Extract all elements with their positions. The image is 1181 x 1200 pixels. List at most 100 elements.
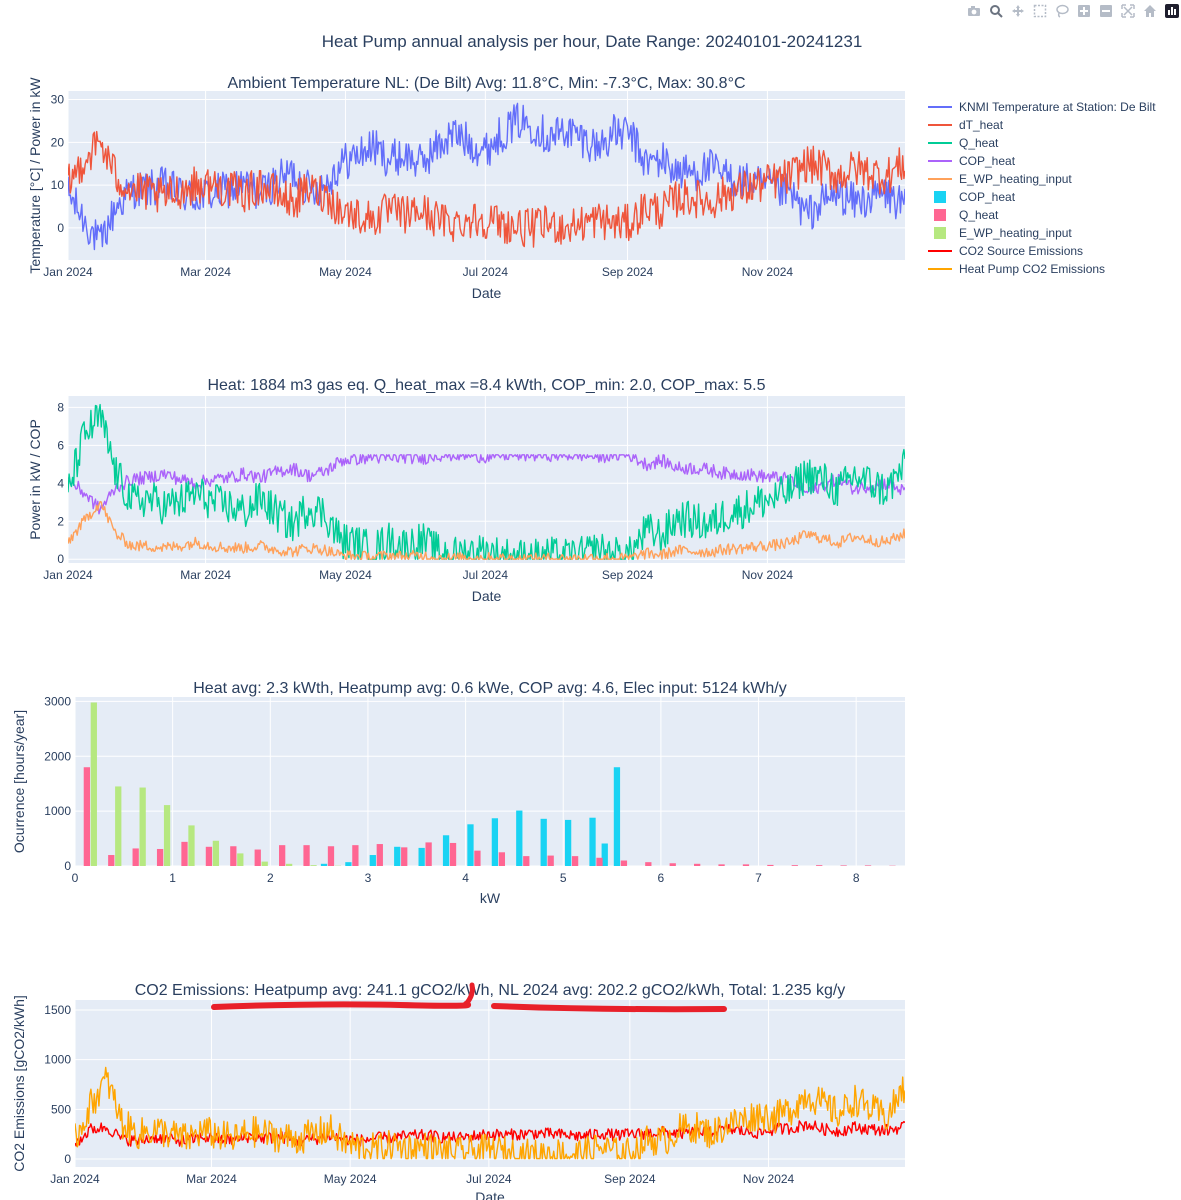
series-line-dt-heat <box>68 130 905 248</box>
bar-q-heat <box>327 846 335 866</box>
bar-cop-heat <box>589 817 596 866</box>
legend-item[interactable]: Q_heat <box>928 136 999 150</box>
plotly-logo-icon[interactable] <box>1163 2 1181 20</box>
legend-item[interactable]: COP_heat <box>934 190 1016 204</box>
bar-q-heat <box>523 856 530 866</box>
legend-item[interactable]: CO2 Source Emissions <box>928 244 1083 258</box>
bar-q-heat <box>401 847 408 866</box>
chart-panel-3: 0 1000 2000 3000 0 1 2 3 4 5 6 7 8 Heat avg: 2.3 kWth… <box>11 680 905 906</box>
bar-e-wp-heating-input <box>237 853 244 866</box>
bar-q-heat <box>449 842 457 866</box>
camera-icon[interactable] <box>965 2 983 20</box>
zoom-in-icon[interactable] <box>1075 2 1093 20</box>
x-tick-label: Sep 2024 <box>602 568 654 582</box>
legend-item[interactable]: E_WP_heating_input <box>934 226 1072 240</box>
bar-cop-heat <box>564 819 572 866</box>
bar-q-heat <box>498 852 505 866</box>
legend-item[interactable]: E_WP_heating_input <box>928 172 1072 186</box>
legend-item[interactable]: KNMI Temperature at Station: De Bilt <box>928 100 1156 114</box>
legend-label: Q_heat <box>959 136 999 150</box>
bar-cop-heat <box>345 862 352 866</box>
y-tick-label: 4 <box>57 476 64 490</box>
bar-cop-heat <box>394 846 401 866</box>
bar-q-heat <box>205 846 213 866</box>
legend-item[interactable]: dT_heat <box>928 118 1004 132</box>
x-tick-label: Mar 2024 <box>180 568 231 582</box>
chart-title: Ambient Temperature NL: (De Bilt) Avg: 1… <box>227 75 745 92</box>
y-tick-label: 0 <box>57 552 64 566</box>
legend-label: dT_heat <box>959 118 1004 132</box>
bar-q-heat <box>596 857 603 866</box>
legend-swatch <box>934 209 946 221</box>
x-axis-label: Date <box>472 588 502 604</box>
legend-item[interactable]: Heat Pump CO2 Emissions <box>928 262 1105 276</box>
bar-q-heat <box>791 865 798 866</box>
box-select-icon[interactable] <box>1031 2 1049 20</box>
legend-item[interactable]: Q_heat <box>934 208 999 222</box>
bar-q-heat <box>816 865 823 866</box>
bar-q-heat <box>620 860 628 866</box>
legend-item[interactable]: COP_heat <box>928 154 1016 168</box>
chart-title: CO2 Emissions: Heatpump avg: 241.1 gCO2/… <box>135 982 846 999</box>
page-title: Heat Pump annual analysis per hour, Date… <box>322 32 863 51</box>
x-tick-label: 3 <box>365 871 372 885</box>
bar-e-wp-heating-input <box>212 840 220 866</box>
x-tick-label: May 2024 <box>319 568 372 582</box>
x-tick-label: Sep 2024 <box>604 1172 656 1186</box>
bar-e-wp-heating-input <box>90 702 97 866</box>
plot-area <box>75 697 905 866</box>
x-tick-label: Nov 2024 <box>743 1172 795 1186</box>
pan-icon[interactable] <box>1009 2 1027 20</box>
y-tick-label: 0 <box>57 221 64 235</box>
legend-label: Q_heat <box>959 208 999 222</box>
bar-cop-heat <box>491 818 499 866</box>
bar-e-wp-heating-input <box>115 786 122 866</box>
x-tick-label: 5 <box>560 871 567 885</box>
series-line-heat-pump-co2-emissions <box>75 1066 905 1160</box>
bar-cop-heat <box>467 824 474 866</box>
annotation <box>211 982 727 1013</box>
y-tick-label: 10 <box>51 178 65 192</box>
home-icon[interactable] <box>1141 2 1159 20</box>
autoscale-icon[interactable] <box>1119 2 1137 20</box>
bar-cop-heat <box>516 810 523 866</box>
zoom-out-icon[interactable] <box>1097 2 1115 20</box>
underline-nl-avg <box>491 1003 727 1013</box>
underline-heatpump-avg <box>211 1001 471 1010</box>
y-tick-label: 20 <box>51 135 65 149</box>
bar-q-heat <box>474 850 481 866</box>
series-line-e-wp-heating-input <box>68 500 905 560</box>
legend-swatch <box>934 227 946 239</box>
zoom-icon[interactable] <box>987 2 1005 20</box>
x-tick-label: Jul 2024 <box>466 1172 512 1186</box>
bar-q-heat <box>669 863 676 866</box>
bar-q-heat <box>571 856 579 866</box>
legend-label: COP_heat <box>959 190 1016 204</box>
underline-hook <box>463 982 475 1007</box>
y-tick-label: 3000 <box>44 694 71 708</box>
x-tick-label: Jan 2024 <box>43 265 93 279</box>
bar-q-heat <box>230 846 237 866</box>
bar-e-wp-heating-input <box>310 865 317 866</box>
y-tick-label: 0 <box>64 1152 71 1166</box>
legend-label: CO2 Source Emissions <box>959 244 1083 258</box>
legend-label: E_WP_heating_input <box>959 172 1072 186</box>
series-line-q-heat <box>68 403 905 560</box>
bar-cop-heat <box>418 847 425 866</box>
bar-q-heat <box>156 848 164 866</box>
y-tick-label: 6 <box>57 438 64 452</box>
legend: KNMI Temperature at Station: De Bilt dT_h… <box>928 100 1156 276</box>
y-tick-label: 0 <box>64 859 71 873</box>
bar-e-wp-heating-input <box>188 825 195 866</box>
bar-q-heat <box>645 862 652 866</box>
chart-panel-4: 0 500 1000 1500 Jan 2024 Mar 2024 May 2024 Jul … <box>11 982 905 1200</box>
bar-cop-heat <box>320 863 328 866</box>
lasso-icon[interactable] <box>1053 2 1071 20</box>
modebar <box>965 0 1181 22</box>
series-line-knmi-temperature-at-station-de-bilt <box>68 102 905 251</box>
x-tick-label: Jan 2024 <box>43 568 93 582</box>
chart-panel-1: 0 10 20 30 Jan 2024 Mar 2024 May 2024 Jul 2024 S… <box>27 75 905 301</box>
legend-label: KNMI Temperature at Station: De Bilt <box>959 100 1156 114</box>
bar-e-wp-heating-input <box>285 863 293 866</box>
chart-panel-2: 0 2 4 6 8 Jan 2024 Mar 2024 May 2024 Jul 2024 Sep… <box>27 377 905 604</box>
